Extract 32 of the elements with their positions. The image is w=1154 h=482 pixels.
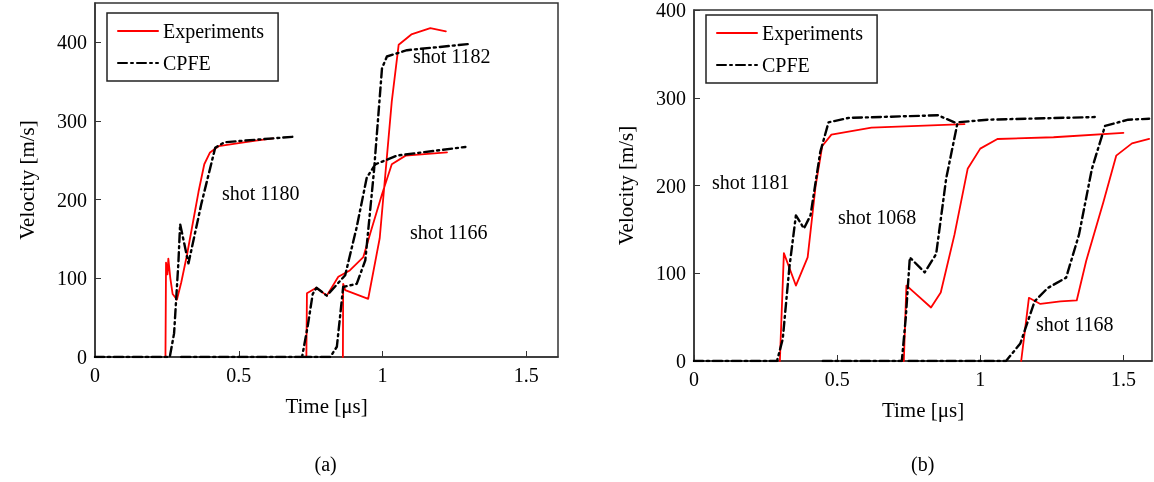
annotation: shot 1182 — [413, 45, 491, 67]
annotation: shot 1181 — [712, 171, 790, 193]
x-tick-label: 1.5 — [513, 364, 539, 386]
x-tick-label: 1 — [975, 368, 986, 390]
y-tick-label: 100 — [57, 267, 87, 290]
y-tick-label: 300 — [57, 110, 87, 132]
y-tick-label: 0 — [77, 346, 87, 368]
y-axis-title: Velocity [m/s] — [14, 120, 39, 240]
annotation: shot 1168 — [1036, 313, 1114, 335]
x-axis-title: Time [μs] — [881, 397, 965, 422]
legend-label: CPFE — [163, 52, 211, 74]
y-tick-label: 400 — [57, 31, 87, 54]
text: (b) — [911, 453, 935, 476]
y-tick-label: 400 — [656, 0, 686, 21]
legend-label: CPFE — [762, 54, 810, 76]
legend-label: Experiments — [762, 22, 864, 45]
y-tick-label: 200 — [57, 188, 87, 211]
x-tick-label: 0.5 — [824, 368, 850, 390]
x-tick-label: 0.5 — [226, 364, 252, 386]
annotation: shot 1166 — [410, 221, 488, 243]
legend-label: Experiments — [163, 20, 265, 43]
x-axis-title: Time [μs] — [285, 393, 368, 418]
x-tick-label: 1.5 — [1110, 368, 1136, 390]
annotation: shot 1180 — [222, 182, 300, 204]
y-tick-label: 200 — [656, 174, 686, 197]
y-axis-title: Velocity [m/s] — [613, 125, 638, 246]
y-tick-label: 0 — [676, 350, 686, 372]
y-tick-label: 100 — [656, 262, 686, 285]
annotation: shot 1068 — [838, 206, 917, 228]
x-tick-label: 1 — [377, 364, 388, 386]
text: (a) — [314, 453, 337, 476]
y-tick-label: 300 — [656, 86, 686, 109]
